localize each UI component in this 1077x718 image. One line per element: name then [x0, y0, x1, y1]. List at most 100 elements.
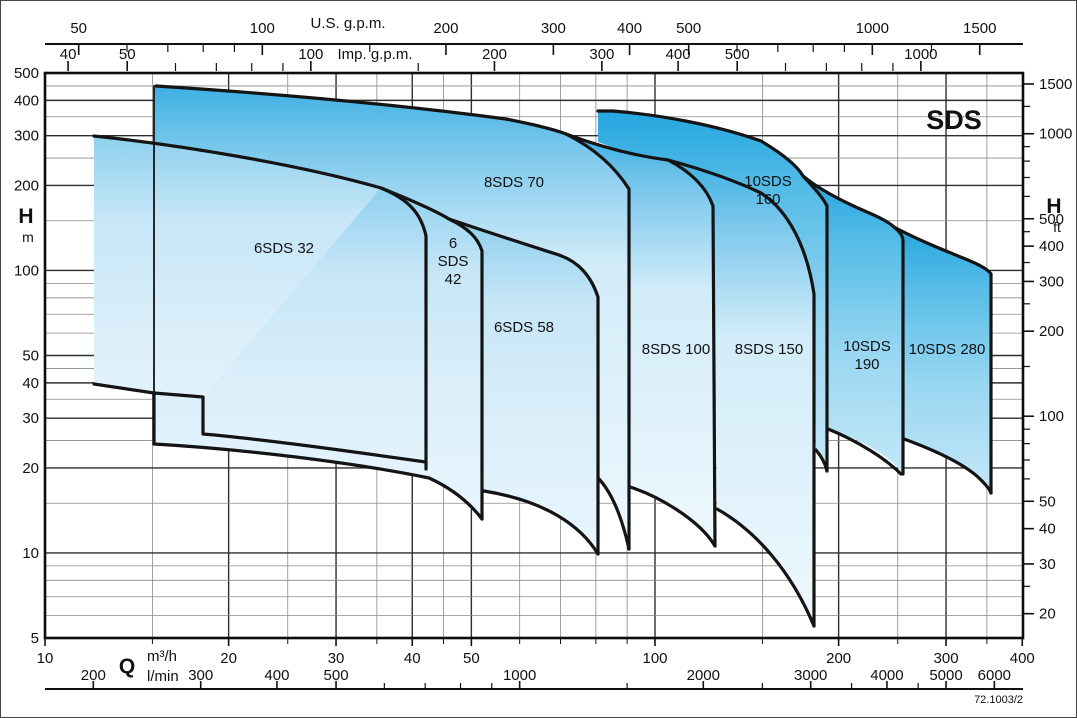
imp-gpm-tick: 50 [119, 46, 136, 63]
imp-gpm-tick: 200 [482, 46, 507, 63]
h-ft-tick: 20 [1039, 606, 1056, 623]
outline-bottom-6sds42 [152, 442, 484, 521]
lmin-tick: 3000 [794, 667, 827, 684]
outline-8sds150 [666, 158, 816, 628]
pump-regions [94, 86, 991, 626]
h-ft-tick: 500 [1039, 211, 1064, 228]
outline-bottom-10sds190 [826, 427, 903, 476]
m3h-tick: 300 [934, 650, 959, 667]
m3h-tick: 30 [328, 650, 345, 667]
h-m-tick: 200 [14, 177, 39, 194]
h-ft-tick: 40 [1039, 521, 1056, 538]
lmin-tick: 5000 [929, 667, 962, 684]
outline-10sds190 [801, 174, 905, 476]
axes: 50 100 200 300 400 500 1000 1500 40 50 100 200 300 40… [14, 20, 1072, 690]
pump-region-label: 6SDS 58 [494, 319, 554, 336]
m3h-tick: 50 [463, 650, 480, 667]
region-10sds280 [894, 227, 991, 493]
pump-region-label: 10SDS [744, 173, 792, 190]
region-10sds160 [598, 111, 827, 471]
us-gpm-axis-caption: U.S. g.p.m. [310, 15, 385, 32]
h-m-tick: 5 [31, 630, 39, 647]
h-ft-tick: 1000 [1039, 126, 1072, 143]
us-gpm-tick: 100 [250, 20, 275, 37]
pump-region-label: 8SDS 70 [484, 174, 544, 191]
pump-region-label: SDS [438, 253, 469, 270]
left-axis-unit: m [22, 229, 34, 245]
lmin-tick: 6000 [978, 667, 1011, 684]
pump-region-label: 42 [445, 271, 462, 288]
h-m-tick: 100 [14, 262, 39, 279]
outline-10sds280 [892, 225, 993, 495]
pump-region-label: 8SDS 100 [642, 341, 710, 358]
outline-6sds32 [92, 134, 428, 471]
pump-outlines [92, 84, 993, 628]
lmin-tick: 4000 [870, 667, 903, 684]
lmin-tick: 2000 [687, 667, 720, 684]
h-m-tick: 30 [22, 410, 39, 427]
imp-gpm-tick: 300 [589, 46, 614, 63]
lmin-tick: 200 [81, 667, 106, 684]
imp-gpm-tick: 400 [666, 46, 691, 63]
us-gpm-tick: 300 [541, 20, 566, 37]
region-8sds100 [566, 134, 715, 546]
pump-region-label: 8SDS 150 [735, 341, 803, 358]
flow-axis-unit-lmin: l/min [147, 668, 179, 685]
pump-region-label: 6SDS 32 [254, 240, 314, 257]
us-gpm-tick: 1500 [963, 20, 996, 37]
flow-axis-symbol: Q [119, 655, 135, 678]
outline-bottom-8sds100 [628, 485, 717, 548]
m3h-tick: 40 [404, 650, 421, 667]
outline-bottom-10sds280 [902, 437, 993, 495]
m3h-tick: 400 [1010, 650, 1035, 667]
pump-region-label: 160 [755, 191, 780, 208]
outline-bottom-6sds32 [92, 382, 428, 464]
left-axis-symbol: H [18, 205, 33, 228]
m3h-tick: 10 [37, 650, 54, 667]
pump-region-label: 10SDS 280 [909, 341, 986, 358]
lmin-tick: 400 [264, 667, 289, 684]
m3h-tick: 200 [826, 650, 851, 667]
us-gpm-tick: 1000 [856, 20, 889, 37]
right-axis-symbol: H [1046, 195, 1061, 218]
lmin-tick: 500 [324, 667, 349, 684]
h-m-tick: 40 [22, 375, 39, 392]
flow-axis-unit-m3h: m³/h [147, 648, 177, 665]
h-m-tick: 400 [14, 92, 39, 109]
outline-bottom-10sds160 [814, 448, 829, 473]
h-ft-tick: 30 [1039, 556, 1056, 573]
h-ft-tick: 400 [1039, 238, 1064, 255]
plot-frame [43, 71, 1025, 640]
imp-gpm-tick: 500 [725, 46, 750, 63]
m3h-tick: 20 [220, 650, 237, 667]
h-m-tick: 50 [22, 348, 39, 365]
imp-gpm-tick: 40 [60, 46, 77, 63]
lmin-tick: 300 [188, 667, 213, 684]
outline-bottom-8sds70 [597, 477, 631, 551]
outline-bottom-8sds150 [715, 507, 816, 628]
outline-6sds58 [447, 217, 600, 556]
pump-region-label: 190 [854, 356, 879, 373]
imp-gpm-tick: 100 [298, 46, 323, 63]
outline-10sds160 [596, 109, 829, 473]
h-m-tick: 500 [14, 65, 39, 82]
us-gpm-tick: 500 [676, 20, 701, 37]
pump-region-label: 10SDS [843, 338, 891, 355]
h-m-tick: 300 [14, 128, 39, 145]
imp-gpm-axis-caption: Imp. g.p.m. [337, 46, 412, 63]
region-6sds58 [449, 219, 598, 554]
h-ft-tick: 100 [1039, 408, 1064, 425]
m3h-tick: 100 [642, 650, 667, 667]
lmin-tick: 1000 [503, 667, 536, 684]
pump-region-label: 6 [449, 235, 457, 252]
chart-title: SDS [926, 105, 982, 135]
outline-8sds70 [154, 84, 631, 551]
h-ft-tick: 200 [1039, 323, 1064, 340]
imp-gpm-tick: 1000 [904, 46, 937, 63]
us-gpm-tick: 200 [433, 20, 458, 37]
h-m-tick: 20 [22, 460, 39, 477]
h-ft-tick: 300 [1039, 273, 1064, 290]
